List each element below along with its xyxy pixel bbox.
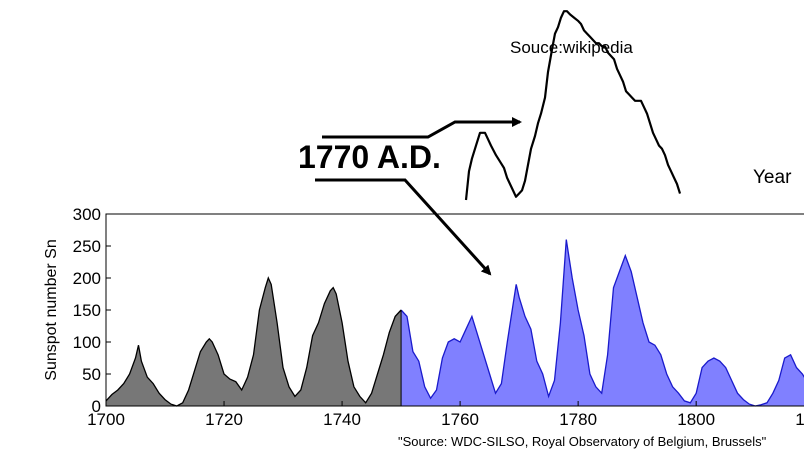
y-tick-label: 100 (73, 333, 101, 352)
y-tick-label: 200 (73, 269, 101, 288)
x-tick-label: 1700 (87, 410, 125, 429)
y-tick-label: 0 (92, 397, 101, 416)
y-tick-label: 300 (73, 205, 101, 224)
wikipedia-series-line (464, 10, 682, 201)
y-tick-label: 150 (73, 301, 101, 320)
sunspot-areas (105, 239, 804, 407)
x-tick-label: 1800 (677, 410, 715, 429)
source-silso-label: "Source: WDC-SILSO, Royal Observatory of… (398, 434, 767, 449)
series-area-1 (401, 239, 804, 406)
arrow-lower-pointer (315, 178, 492, 276)
y-tick-label: 50 (82, 365, 101, 384)
wikipedia-line-chart (464, 10, 682, 201)
sunspot-chart: 1700 1720 1740 1760 1780 1800 1820 0 50 100 150 20… (43, 205, 804, 429)
y-axis-label: Sunspot number Sn (43, 239, 60, 380)
y-axis-ticks: 0 50 100 150 200 250 300 (73, 205, 111, 416)
x-tick-label: 1820 (795, 410, 804, 429)
arrow-upper-pointer (322, 117, 522, 139)
series-area-0 (106, 278, 402, 406)
x-tick-label: 1720 (205, 410, 243, 429)
y-tick-label: 250 (73, 237, 101, 256)
source-wikipedia-label: Souce:wikipedia (510, 38, 633, 57)
series-line-0 (105, 276, 402, 407)
callout-1770-label: 1770 A.D. (298, 139, 441, 175)
year-label: Year (753, 167, 792, 188)
x-tick-label: 1780 (559, 410, 597, 429)
x-tick-label: 1740 (323, 410, 361, 429)
x-tick-label: 1760 (441, 410, 479, 429)
x-axis-ticks: 1700 1720 1740 1760 1780 1800 1820 (87, 401, 804, 429)
